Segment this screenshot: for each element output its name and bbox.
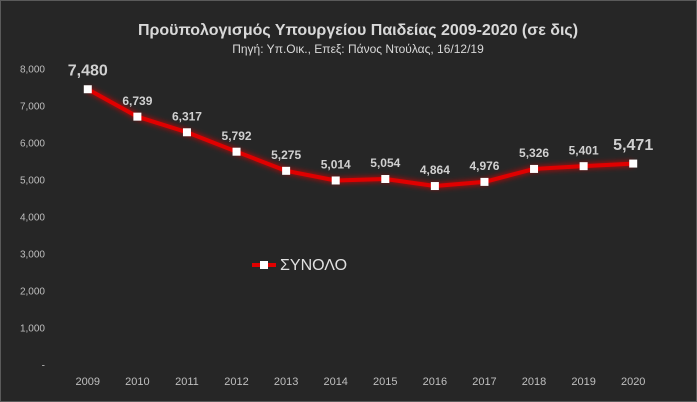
point-marker [579,162,588,171]
data-label: 4,864 [420,163,450,177]
data-label: 6,317 [172,109,202,123]
data-label: 6,739 [122,94,152,108]
y-tick-label: 5,000 [20,176,45,187]
legend-label: ΣΥΝΟΛΟ [280,257,347,274]
point-marker [381,175,390,184]
data-label: 5,275 [271,148,301,162]
legend-marker [260,261,268,269]
point-marker [480,177,489,186]
y-tick-label: 7,000 [20,102,45,113]
point-marker [182,128,191,137]
x-tick-label: 2014 [323,376,347,388]
chart-subtitle: Πηγή: Υπ.Οικ., Επεξ: Πάνος Ντούλας, 16/1… [232,42,484,56]
y-tick-label: 8,000 [20,65,45,76]
data-label: 5,792 [222,129,252,143]
data-label: 7,480 [68,62,108,79]
point-marker [83,85,92,94]
y-tick-label: 3,000 [20,250,45,261]
point-marker [430,182,439,191]
x-tick-label: 2020 [621,376,645,388]
y-tick-label: 6,000 [20,139,45,150]
point-marker [133,112,142,121]
x-tick-label: 2009 [76,376,100,388]
x-tick-label: 2011 [175,376,199,388]
y-tick-label: 4,000 [20,213,45,224]
data-label: 5,401 [569,143,599,157]
point-marker [232,147,241,156]
data-label: 4,976 [469,159,499,173]
data-label: 5,471 [613,137,653,154]
x-tick-label: 2015 [373,376,397,388]
x-tick-label: 2012 [224,376,248,388]
point-marker [282,166,291,175]
point-marker [331,176,340,185]
x-tick-label: 2013 [274,376,298,388]
chart-title: Προϋπολογισμός Υπουργείου Παιδείας 2009-… [138,22,578,39]
data-label: 5,014 [321,158,351,172]
x-tick-label: 2010 [125,376,149,388]
data-label: 5,054 [370,156,400,170]
legend: ΣΥΝΟΛΟ [252,257,347,274]
x-tick-label: 2017 [472,376,496,388]
x-tick-label: 2018 [522,376,546,388]
x-tick-label: 2019 [571,376,595,388]
y-tick-label: - [42,361,45,372]
series-line [86,87,634,189]
x-tick-label: 2016 [423,376,447,388]
point-marker [629,159,638,168]
data-label: 5,326 [519,146,549,160]
y-tick-label: 1,000 [20,324,45,335]
y-tick-label: 2,000 [20,287,45,298]
point-marker [530,164,539,173]
